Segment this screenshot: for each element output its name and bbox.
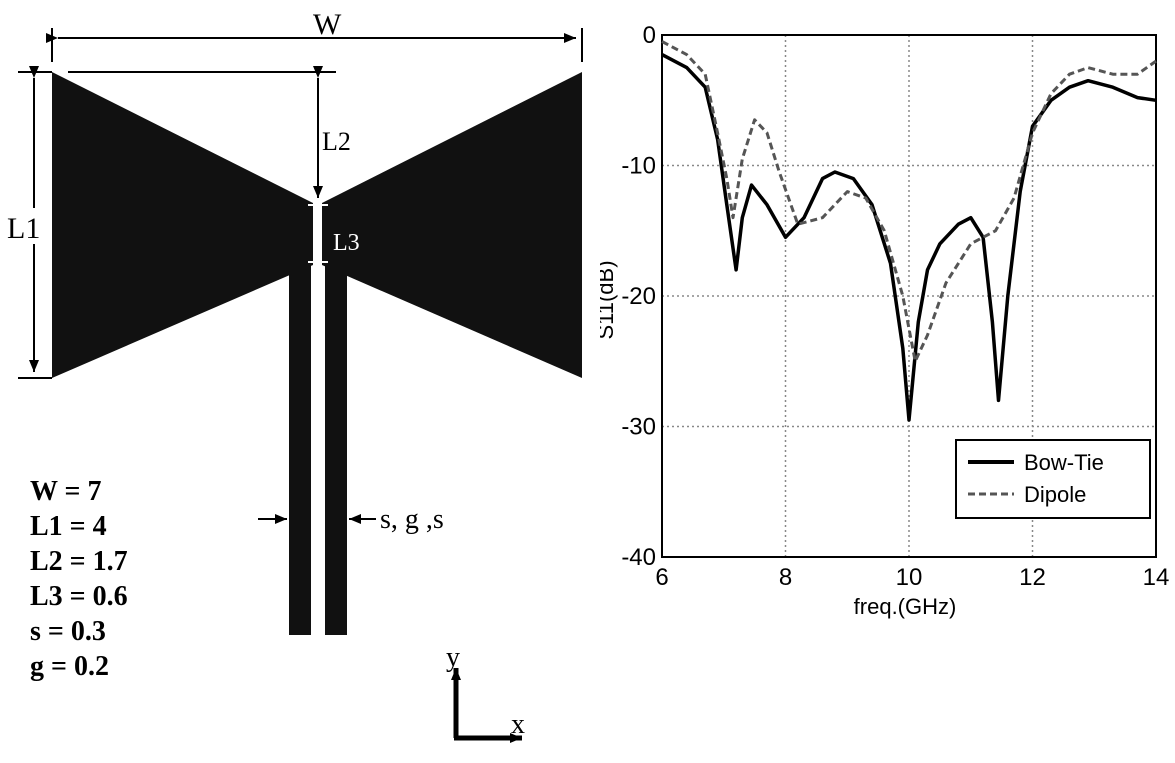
- y-tick-label: 0: [643, 22, 656, 49]
- param-w: W = 7: [30, 476, 101, 507]
- axis-x-label: x: [511, 709, 525, 740]
- chart-grid: [662, 35, 1156, 557]
- l3-label: L3: [333, 230, 360, 256]
- l1-label: L1: [7, 212, 40, 245]
- x-tick-label: 8: [779, 564, 792, 591]
- param-l2: L2 = 1.7: [30, 546, 128, 577]
- l1-label-bg: [6, 208, 40, 244]
- y-axis-title: S11(dB): [600, 260, 618, 339]
- chart-ticks: 6 8 10 12 14 0 -10 -20 -30 -40: [621, 22, 1169, 591]
- feed-width-label: s, g ,s: [380, 504, 444, 535]
- param-l1: L1 = 4: [30, 511, 107, 542]
- bowtie-left-wing: [52, 72, 313, 378]
- y-tick-label: -30: [621, 414, 656, 441]
- plot-frame: [661, 34, 1157, 558]
- chart-series: [661, 40, 1157, 422]
- legend-label-bow-tie: Bow-Tie: [1024, 450, 1104, 475]
- s11-chart: 6 8 10 12 14 0 -10 -20 -30 -40 freq.(GHz) S11(dB)…: [600, 22, 1169, 619]
- feed-line-right: [325, 262, 347, 635]
- series-line-dipole: [661, 40, 1157, 363]
- antenna-diagram: W L1 L2 L3 s, g ,s W = 7 L1 = 4 L2 = 1.7…: [6, 8, 583, 743]
- x-tick-label: 12: [1019, 564, 1046, 591]
- feed-line-left: [289, 262, 311, 635]
- x-tick-label: 10: [896, 564, 923, 591]
- x-tick-label: 6: [655, 564, 668, 591]
- bowtie-right-wing: [322, 72, 582, 378]
- axis-y-label: y: [446, 642, 460, 673]
- param-g: g = 0.2: [30, 651, 109, 682]
- legend-label-dipole: Dipole: [1024, 482, 1086, 507]
- param-l3: L3 = 0.6: [30, 581, 128, 612]
- w-label: W: [313, 8, 342, 41]
- x-tick-label: 14: [1143, 564, 1170, 591]
- y-tick-label: -10: [621, 153, 656, 180]
- param-s: s = 0.3: [30, 616, 106, 647]
- parameter-list: W = 7 L1 = 4 L2 = 1.7 L3 = 0.6 s = 0.3 g…: [30, 476, 128, 682]
- x-axis-title: freq.(GHz): [854, 594, 957, 619]
- y-tick-label: -20: [621, 283, 656, 310]
- chart-legend: Bow-Tie Dipole: [955, 439, 1151, 519]
- l2-label: L2: [322, 127, 351, 156]
- y-tick-label: -40: [621, 544, 656, 571]
- legend-box: [955, 439, 1151, 519]
